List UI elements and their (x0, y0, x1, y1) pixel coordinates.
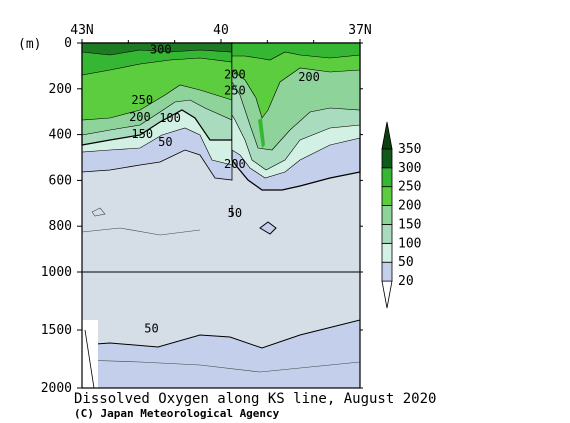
contour-label: 300 (150, 42, 172, 56)
contour-label: 200 (129, 110, 151, 124)
colorbar-segment (381, 205, 393, 225)
contour-label: 250 (131, 93, 153, 107)
colorbar-segment (381, 186, 393, 206)
contour-label: 50 (158, 135, 172, 149)
colorbar-segment (381, 224, 393, 244)
y-tick-label: 0 (64, 36, 72, 51)
colorbar-label: 50 (398, 255, 414, 270)
colorbar-min-triangle (381, 280, 393, 309)
colorbar-label: 100 (398, 236, 421, 251)
contour-label: 50 (228, 206, 242, 220)
x-tick-label: 43N (70, 23, 93, 38)
y-tick-label: 200 (49, 82, 72, 97)
oxygen-field (81, 42, 361, 389)
y-tick-label: 600 (49, 173, 72, 188)
x-tick-label: 37N (348, 23, 371, 38)
colorbar-max-triangle (381, 121, 393, 150)
x-tick-label: 40 (213, 23, 229, 38)
contour-label: 200 (224, 68, 246, 82)
thin-contour-deep (81, 227, 201, 236)
contour-label: 200 (298, 70, 320, 84)
colorbar-label: 350 (398, 142, 421, 157)
deep-eddy-50 (259, 221, 277, 235)
contour-label: 200 (224, 157, 246, 171)
axes: 43N 40 37N (m) 0 200 400 600 800 1000 1500 2000 (18, 23, 372, 396)
small-eddy-contour (91, 207, 106, 217)
missing-data-region (82, 320, 98, 388)
colorbar-label: 250 (398, 180, 421, 195)
colorbar-label: 20 (398, 274, 414, 289)
contour-label: 50 (144, 321, 158, 335)
contour-label: 100 (159, 111, 181, 125)
colorbar-segment (381, 167, 393, 188)
colorbar-segment (381, 261, 393, 282)
chart-title: Dissolved Oxygen along KS line, August 2… (74, 391, 437, 407)
y-tick-label: 400 (49, 128, 72, 143)
colorbar-segment (381, 242, 393, 263)
colorbar: 20 50 100 150 200 250 300 350 (381, 121, 421, 309)
y-unit-label: (m) (18, 37, 41, 52)
y-tick-label: 800 (49, 219, 72, 234)
y-tick-label: 2000 (41, 381, 72, 396)
thin-contour-bottom (81, 359, 361, 373)
colorbar-label: 300 (398, 161, 421, 176)
field-250-core (258, 118, 265, 148)
contour-labels: 300 250 200 100 150 50 200 200 250 200 50 50 (129, 42, 320, 335)
colorbar-label: 200 (398, 199, 421, 214)
contour-label: 150 (131, 127, 153, 141)
credit-text: (C) Japan Meteorological Agency (74, 407, 280, 420)
colorbar-segment (381, 148, 393, 169)
y-tick-label: 1000 (41, 265, 72, 280)
colorbar-label: 150 (398, 217, 421, 232)
contour-label: 250 (224, 84, 246, 98)
bathymetry-line (84, 329, 95, 389)
y-tick-label: 1500 (41, 323, 72, 338)
